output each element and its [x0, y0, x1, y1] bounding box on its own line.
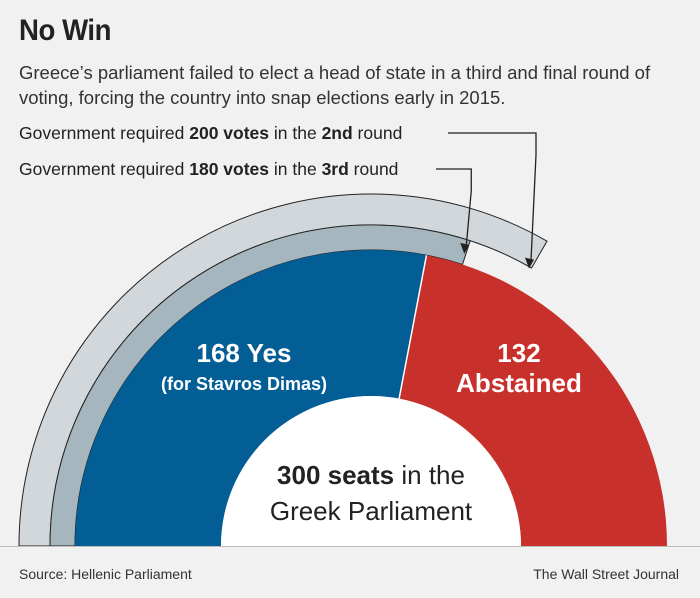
label-abstained-text: Abstained	[456, 368, 582, 398]
footer-rule	[0, 546, 700, 547]
publisher-credit: The Wall Street Journal	[533, 566, 679, 582]
wedge-abstained	[399, 255, 667, 547]
annotation-3rd-round: Government required 180 votes in the 3rd…	[19, 159, 398, 179]
center-hole	[221, 396, 521, 546]
chart-subtitle: Greece’s parliament failed to elect a he…	[19, 62, 651, 108]
leader-line-3rd-round	[436, 168, 472, 246]
source-note: Source: Hellenic Parliament	[19, 566, 192, 582]
leader-line-2nd-round	[448, 132, 537, 261]
label-abstained-count: 132	[497, 338, 540, 368]
annotation-2nd-round: Government required 200 votes in the 2nd…	[19, 123, 402, 143]
chart-title: No Win	[19, 14, 112, 47]
label-yes-count: 168 Yes	[197, 338, 292, 368]
wedge-divider	[398, 255, 428, 399]
label-yes-detail: (for Stavros Dimas)	[161, 374, 327, 394]
arrow-3rd-round	[460, 242, 470, 254]
wedge-yes	[75, 249, 427, 546]
center-label-line2: Greek Parliament	[270, 496, 473, 526]
center-label-line1: 300 seats in the	[277, 460, 465, 490]
arrow-2nd-round	[525, 257, 534, 269]
